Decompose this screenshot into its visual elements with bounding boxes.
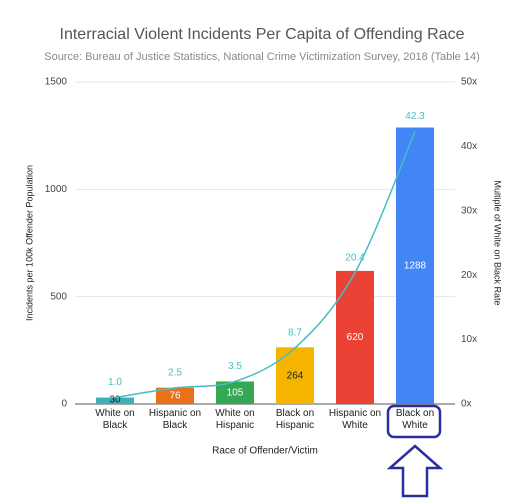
x-tick-label: Black on White [395,408,435,431]
x-tick-label: Hispanic on White [328,408,382,431]
line-value-label: 8.7 [288,328,302,339]
y2-tick-label: 50x [461,77,477,88]
bar-value-label: 264 [287,370,304,381]
bar-value-label: 76 [169,390,181,401]
line-value-label: 42.3 [405,111,425,122]
bar [216,381,254,404]
y2-tick-label: 30x [461,205,477,216]
y2-axis-title: Multiple of White on Black Rate [493,180,503,305]
y-tick-label: 1500 [45,77,68,88]
bar [156,387,194,404]
y-tick-label: 0 [61,399,67,410]
line-value-label: 3.5 [228,361,242,372]
y2-tick-label: 20x [461,270,477,281]
y-tick-label: 1000 [45,184,68,195]
line-value-label: 1.0 [108,377,122,388]
x-tick-label: Black on Hispanic [275,408,315,431]
bar [276,347,314,404]
line-value-label: 2.5 [168,368,182,379]
bar [396,127,434,404]
chart-subtitle: Source: Bureau of Justice Statistics, Na… [44,51,480,63]
y2-tick-label: 0x [461,399,472,410]
x-axis-title: Race of Offender/Victim [212,446,318,457]
y2-tick-label: 10x [461,334,477,345]
bar [96,397,134,404]
line [114,131,416,399]
highlight-box [386,404,442,439]
x-tick-label: White on Hispanic [215,408,255,431]
chart-title: Interracial Violent Incidents Per Capita… [60,26,465,43]
y-axis-title: Incidents per 100k Offender Population [24,165,34,321]
x-tick-label: White on Black [95,408,135,431]
y2-tick-label: 40x [461,141,477,152]
bar-value-label: 620 [347,332,364,343]
line-value-label: 20.4 [345,252,365,263]
bar-value-label: 1288 [404,260,427,271]
bar-value-label: 105 [227,387,244,398]
highlight-arrow [386,444,444,498]
bar-value-label: 30 [109,395,121,406]
y-tick-label: 500 [50,291,67,302]
x-tick-label: Hispanic on Black [148,408,202,431]
